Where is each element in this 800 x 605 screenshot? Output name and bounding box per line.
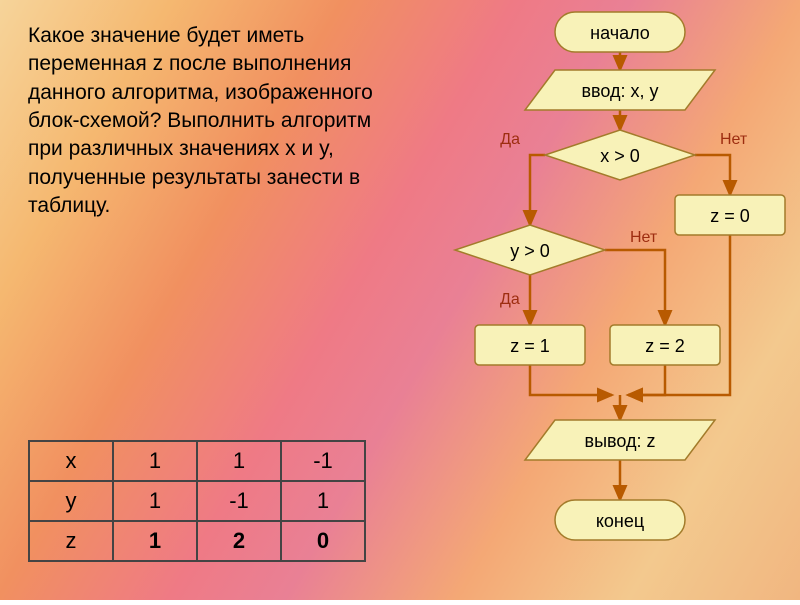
table-cell: 1 [113, 481, 197, 521]
row-header: x [29, 441, 113, 481]
node-z2-label: z = 2 [645, 336, 685, 356]
node-z0-label: z = 0 [710, 206, 750, 226]
table-cell: 1 [113, 521, 197, 561]
row-header: y [29, 481, 113, 521]
node-input-label: ввод: x, y [581, 81, 658, 101]
table-cell: 0 [281, 521, 365, 561]
table-cell: -1 [281, 441, 365, 481]
node-z1-label: z = 1 [510, 336, 550, 356]
table-cell: 1 [197, 441, 281, 481]
table-row: z 1 2 0 [29, 521, 365, 561]
trace-table: x 1 1 -1 y 1 -1 1 z 1 2 0 [28, 440, 366, 562]
node-dec-x-label: x > 0 [600, 146, 640, 166]
edge-z1-merge [530, 365, 612, 395]
edge-decy-no [605, 250, 665, 325]
table-cell: 1 [281, 481, 365, 521]
table-cell: 2 [197, 521, 281, 561]
flowchart: Да Нет Да Нет начало ввод: x, y x > 0 y … [420, 0, 800, 600]
table-row: y 1 -1 1 [29, 481, 365, 521]
edge-decx-yes [530, 155, 545, 225]
label-x-no: Нет [720, 131, 748, 148]
node-dec-y-label: y > 0 [510, 241, 550, 261]
label-y-yes: Да [500, 291, 520, 308]
table-cell: 1 [113, 441, 197, 481]
node-end-label: конец [596, 511, 644, 531]
table-row: x 1 1 -1 [29, 441, 365, 481]
label-y-no: Нет [630, 229, 658, 246]
edge-z2-merge [628, 365, 665, 395]
label-x-yes: Да [500, 131, 520, 148]
edge-z0-merge [628, 235, 730, 395]
row-header: z [29, 521, 113, 561]
table-cell: -1 [197, 481, 281, 521]
edge-decx-no [695, 155, 730, 195]
node-start-label: начало [590, 23, 650, 43]
task-text: Какое значение будет иметь переменная z … [28, 22, 408, 220]
node-output-label: вывод: z [585, 431, 656, 451]
